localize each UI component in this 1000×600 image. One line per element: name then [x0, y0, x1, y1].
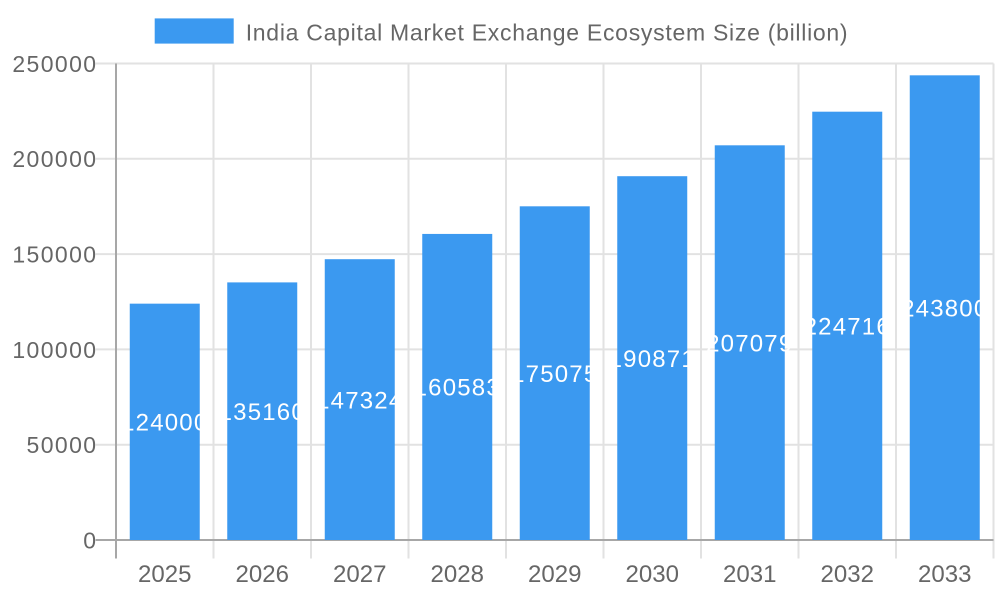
svg-text:2030: 2030	[626, 561, 679, 588]
svg-text:207079: 207079	[706, 330, 793, 357]
svg-text:100000: 100000	[12, 337, 97, 363]
svg-text:147324: 147324	[316, 387, 403, 414]
svg-text:2029: 2029	[528, 561, 581, 588]
svg-text:2027: 2027	[333, 561, 386, 588]
svg-text:150000: 150000	[12, 242, 97, 268]
svg-text:2033: 2033	[918, 561, 971, 588]
svg-text:2025: 2025	[138, 561, 191, 588]
svg-text:175075: 175075	[511, 361, 598, 388]
svg-text:2032: 2032	[821, 561, 874, 588]
svg-text:2026: 2026	[236, 561, 289, 588]
svg-text:190871: 190871	[609, 346, 696, 373]
svg-text:135160: 135160	[219, 399, 306, 426]
svg-text:50000: 50000	[27, 432, 98, 458]
svg-text:2028: 2028	[431, 561, 484, 588]
svg-text:India Capital Market Exchange: India Capital Market Exchange Ecosystem …	[246, 19, 849, 45]
svg-text:224716: 224716	[804, 314, 891, 341]
svg-text:243800: 243800	[901, 295, 988, 322]
svg-text:124000: 124000	[121, 410, 208, 437]
svg-text:160583: 160583	[414, 375, 501, 402]
svg-text:0: 0	[83, 527, 97, 553]
svg-text:2031: 2031	[723, 561, 776, 588]
svg-text:200000: 200000	[12, 146, 97, 172]
svg-text:250000: 250000	[12, 51, 97, 77]
